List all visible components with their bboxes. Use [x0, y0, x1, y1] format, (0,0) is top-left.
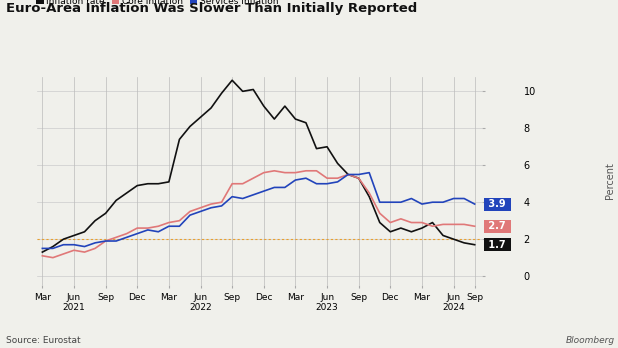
Text: 2.7: 2.7 — [485, 221, 509, 231]
Text: Source: Eurostat: Source: Eurostat — [6, 335, 81, 345]
Text: Percent: Percent — [605, 163, 615, 199]
Text: Bloomberg: Bloomberg — [566, 335, 615, 345]
Text: Euro-Area Inflation Was Slower Than Initially Reported: Euro-Area Inflation Was Slower Than Init… — [6, 2, 417, 15]
Text: 3.9: 3.9 — [485, 199, 509, 209]
Text: 1.7: 1.7 — [485, 240, 509, 250]
Legend: Inflation rate, Core inflation, Services inflation: Inflation rate, Core inflation, Services… — [33, 0, 282, 10]
